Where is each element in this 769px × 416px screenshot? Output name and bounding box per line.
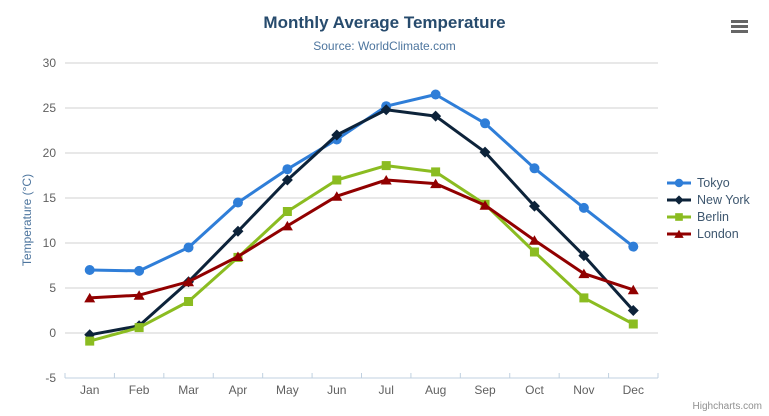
series-line-london[interactable] xyxy=(88,178,635,300)
series-marker-circle[interactable] xyxy=(134,265,145,276)
legend-marker-square-icon xyxy=(667,213,691,221)
series-marker-triangle[interactable] xyxy=(528,235,540,245)
x-axis-label: Apr xyxy=(229,383,248,397)
series-marker-square[interactable] xyxy=(628,319,638,329)
series-new-york[interactable] xyxy=(84,104,639,341)
series-marker-square[interactable] xyxy=(282,207,292,216)
series-marker-diamond[interactable] xyxy=(674,195,684,205)
series-marker-triangle[interactable] xyxy=(479,200,491,210)
series-marker-diamond[interactable] xyxy=(430,110,442,122)
y-axis-label: 10 xyxy=(43,236,57,250)
series-marker-diamond[interactable] xyxy=(331,129,343,141)
hamburger-icon xyxy=(731,20,750,33)
series-marker-diamond[interactable] xyxy=(232,225,244,237)
series-marker-triangle[interactable] xyxy=(281,220,293,231)
y-axis-label: -5 xyxy=(45,371,56,385)
series-marker-circle[interactable] xyxy=(84,265,95,275)
y-axis-label: 25 xyxy=(43,101,57,115)
series-marker-circle[interactable] xyxy=(628,241,639,252)
credits-link[interactable]: Highcharts.com xyxy=(692,401,762,412)
series-marker-triangle[interactable] xyxy=(331,191,343,201)
legend-item-label: Tokyo xyxy=(697,176,730,190)
legend-item-berlin[interactable]: Berlin xyxy=(667,211,750,223)
x-axis-label: Jul xyxy=(379,383,394,397)
series-marker-square[interactable] xyxy=(184,297,194,306)
series-marker-square[interactable] xyxy=(675,213,683,221)
series-marker-square[interactable] xyxy=(381,161,391,171)
x-axis-label: Aug xyxy=(425,383,446,397)
series-marker-triangle[interactable] xyxy=(674,229,684,238)
legend-item-london[interactable]: London xyxy=(667,228,750,240)
series-marker-triangle[interactable] xyxy=(84,292,96,303)
x-axis-label: Feb xyxy=(129,383,150,397)
series-marker-circle[interactable] xyxy=(183,242,194,253)
series-marker-circle[interactable] xyxy=(232,197,243,208)
series-marker-triangle[interactable] xyxy=(627,284,639,295)
y-axis-label: 0 xyxy=(49,326,56,340)
x-axis-label: Jan xyxy=(80,383,99,397)
legend: Tokyo New York Berlin London xyxy=(667,177,750,240)
series-marker-circle[interactable] xyxy=(480,118,491,129)
series-marker-square[interactable] xyxy=(134,323,144,333)
series-marker-circle[interactable] xyxy=(578,202,589,213)
series-marker-diamond[interactable] xyxy=(528,200,540,212)
x-axis-label: Mar xyxy=(178,383,199,397)
x-axis-label: May xyxy=(276,383,299,397)
legend-marker-circle-icon xyxy=(667,178,691,188)
legend-item-label: London xyxy=(697,227,739,241)
series-marker-diamond[interactable] xyxy=(479,146,491,158)
series-marker-diamond[interactable] xyxy=(281,174,293,186)
series-marker-triangle[interactable] xyxy=(430,178,442,189)
y-axis-label: 5 xyxy=(49,281,56,295)
series-marker-square[interactable] xyxy=(332,175,342,185)
series-marker-triangle[interactable] xyxy=(232,251,244,262)
series-marker-triangle[interactable] xyxy=(380,175,392,185)
x-axis-label: Nov xyxy=(573,383,594,397)
series-marker-square[interactable] xyxy=(85,336,95,346)
series-marker-circle[interactable] xyxy=(674,178,684,188)
hamburger-bar xyxy=(731,20,748,23)
x-axis-label: Jun xyxy=(327,383,346,397)
series-marker-diamond[interactable] xyxy=(627,305,639,316)
series-marker-circle[interactable] xyxy=(430,89,441,100)
chart-title: Monthly Average Temperature xyxy=(263,13,506,32)
series-line-new-york[interactable] xyxy=(88,108,635,337)
series-marker-triangle[interactable] xyxy=(133,290,145,300)
series-marker-square[interactable] xyxy=(529,247,539,257)
series-tokyo[interactable] xyxy=(84,89,639,276)
series-marker-square[interactable] xyxy=(431,167,441,177)
context-menu-button[interactable] xyxy=(727,14,754,39)
series-marker-triangle[interactable] xyxy=(578,268,590,279)
y-axis-label: 20 xyxy=(43,146,57,160)
hamburger-bar xyxy=(731,25,748,28)
legend-item-label: New York xyxy=(697,193,750,207)
y-axis-label: 15 xyxy=(43,191,57,205)
legend-item-new-york[interactable]: New York xyxy=(667,194,750,206)
series-marker-triangle[interactable] xyxy=(183,276,195,287)
legend-item-label: Berlin xyxy=(697,210,729,224)
series-marker-circle[interactable] xyxy=(529,163,540,174)
hamburger-bar xyxy=(731,30,748,33)
chart-subtitle: Source: WorldClimate.com xyxy=(313,39,456,53)
legend-marker-triangle-icon xyxy=(667,229,691,238)
series-marker-square[interactable] xyxy=(579,293,589,303)
series-marker-diamond[interactable] xyxy=(578,250,590,262)
x-axis-label: Oct xyxy=(525,383,544,397)
x-axis-label: Sep xyxy=(474,383,496,397)
series-marker-circle[interactable] xyxy=(282,164,293,175)
x-axis-label: Dec xyxy=(623,383,644,397)
legend-marker-diamond-icon xyxy=(667,195,691,205)
series-london[interactable] xyxy=(84,175,639,303)
y-axis-label: 30 xyxy=(43,56,57,70)
series-line-berlin[interactable] xyxy=(88,164,635,343)
legend-item-tokyo[interactable]: Tokyo xyxy=(667,177,750,189)
y-axis-title: Temperature (°C) xyxy=(20,173,34,267)
series-marker-diamond[interactable] xyxy=(380,104,392,116)
